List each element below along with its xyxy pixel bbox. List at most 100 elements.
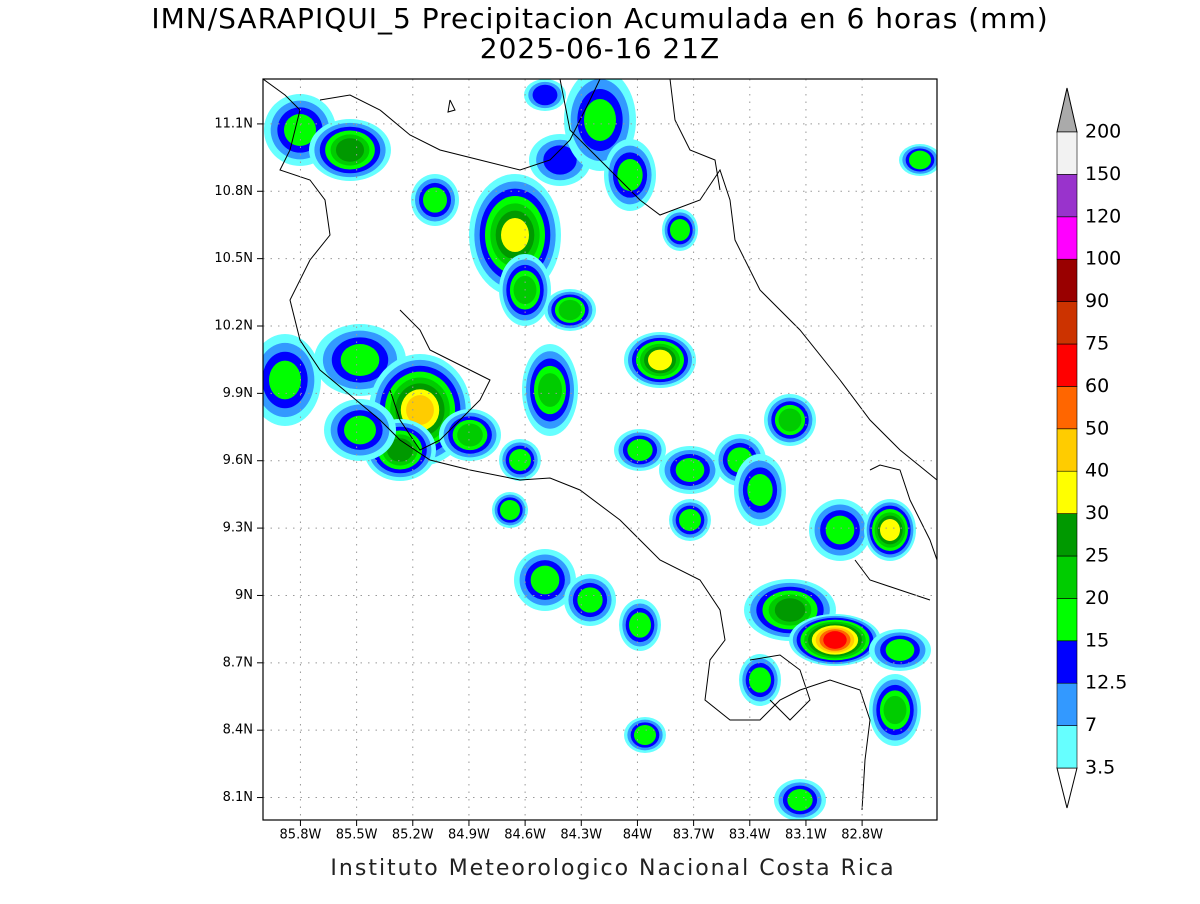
colorbar-segment [1056, 301, 1078, 345]
rain-contour [423, 187, 447, 213]
colorbar-segment [1056, 682, 1078, 726]
rain-contour [883, 695, 907, 725]
colorbar-label: 60 [1085, 375, 1109, 397]
y-tick-label: 9.9N [223, 386, 253, 401]
x-tick-label: 83.7W [673, 828, 715, 843]
x-tick-label: 84W [623, 828, 653, 843]
colorbar-label: 50 [1085, 417, 1109, 439]
colorbar-label: 25 [1085, 545, 1109, 567]
rain-contour [670, 219, 690, 241]
lake-border [669, 79, 721, 191]
colorbar-segment [1056, 258, 1078, 302]
axes: 85.8W 85.5W 85.2W 84.9W 84.6W 84.3W 84W 83.7W 83… [214, 116, 883, 842]
y-tick-label: 10.2N [214, 319, 253, 334]
rain-contour [909, 150, 931, 170]
y-tick-label: 11.1N [214, 116, 253, 131]
x-tick-label: 82.8W [841, 828, 883, 843]
colorbar-segment [1056, 174, 1078, 218]
rain-contour [577, 587, 603, 613]
colorbar-over [1056, 87, 1078, 133]
border-south [854, 559, 931, 601]
rain-contour [532, 84, 558, 106]
x-tick-label: 83.4W [729, 828, 771, 843]
rain-contour [617, 159, 643, 191]
colorbar-label: 20 [1085, 587, 1109, 609]
island [447, 99, 456, 113]
precipitation-field [263, 79, 937, 820]
rain-contour [284, 114, 316, 146]
rain-contour [823, 631, 847, 649]
colorbar-label: 12.5 [1085, 672, 1127, 694]
panama-border [869, 464, 937, 561]
y-tick-label: 9N [235, 588, 253, 603]
colorbar-label: 200 [1085, 121, 1121, 143]
coastline [263, 79, 937, 811]
rain-contour [538, 373, 562, 407]
x-tick-label: 84.3W [560, 828, 602, 843]
rain-contour [543, 145, 577, 175]
y-tick-label: 10.5N [214, 251, 253, 266]
rain-contour [558, 299, 582, 321]
x-tick-label: 83.1W [785, 828, 827, 843]
colorbar-segment [1056, 131, 1078, 175]
x-tick-label: 85.8W [280, 828, 322, 843]
colorbar-label: 120 [1085, 205, 1121, 227]
rain-contour [747, 474, 773, 506]
colorbar-label: 75 [1085, 333, 1109, 355]
y-tick-label: 8.7N [223, 655, 253, 670]
rain-contour [530, 565, 560, 595]
gulf-nicoya [389, 309, 491, 451]
rain-contour [774, 598, 806, 622]
y-tick-label: 8.4N [223, 723, 253, 738]
rain-contour [501, 218, 529, 252]
x-tick-label: 85.2W [392, 828, 434, 843]
footer: Instituto Meteorologico Nacional Costa R… [330, 856, 895, 881]
colorbar-label: 90 [1085, 290, 1109, 312]
rain-contour [675, 458, 705, 482]
colorbar-label: 100 [1085, 248, 1121, 270]
map-subtitle: 2025-06-16 21Z [480, 32, 720, 65]
rain-contour [344, 415, 376, 445]
colorbar: 3.5 7 12.5 15 20 25 30 40 50 60 75 90 100 120 150 200 [1056, 87, 1127, 809]
rain-contour [749, 667, 771, 693]
rain-contour [787, 789, 813, 811]
pacific-coast [263, 79, 871, 811]
y-tick-label: 9.3N [223, 521, 253, 536]
colorbar-label: 15 [1085, 629, 1109, 651]
colorbar-label: 40 [1085, 460, 1109, 482]
colorbar-segment [1056, 343, 1078, 387]
map-title: IMN/SARAPIQUI_5 Precipitacion Acumulada … [151, 2, 1048, 35]
colorbar-label: 7 [1085, 714, 1097, 736]
plot-frame [262, 78, 938, 821]
colorbar-under [1056, 767, 1078, 809]
rain-contour [825, 515, 855, 545]
colorbar-label: 30 [1085, 502, 1109, 524]
rain-contour [629, 612, 651, 638]
colorbar-segment [1056, 640, 1078, 684]
rain-contour [648, 349, 672, 371]
x-tick-label: 84.6W [504, 828, 546, 843]
colorbar-segment [1056, 598, 1078, 642]
caribbean-coast [559, 79, 937, 481]
rain-contour [679, 509, 701, 531]
colorbar-label: 3.5 [1085, 757, 1115, 779]
rain-contour [509, 449, 531, 471]
y-tick-label: 9.6N [223, 453, 253, 468]
rain-contour [269, 360, 301, 400]
colorbar-segment [1056, 428, 1078, 472]
y-tick-label: 8.1N [223, 790, 253, 805]
colorbar-label: 150 [1085, 163, 1121, 185]
colorbar-segment [1056, 386, 1078, 430]
rain-contour [500, 500, 520, 520]
rain-contour [627, 439, 653, 461]
osa-peninsula [749, 654, 811, 721]
rain-contour [340, 344, 380, 376]
rain-contour [584, 99, 616, 141]
x-tick-label: 84.9W [448, 828, 490, 843]
x-tick-label: 85.5W [336, 828, 378, 843]
rain-contour [778, 408, 802, 432]
rain-contour [885, 639, 915, 661]
y-tick-label: 10.8N [214, 184, 253, 199]
colorbar-segment [1056, 470, 1078, 514]
